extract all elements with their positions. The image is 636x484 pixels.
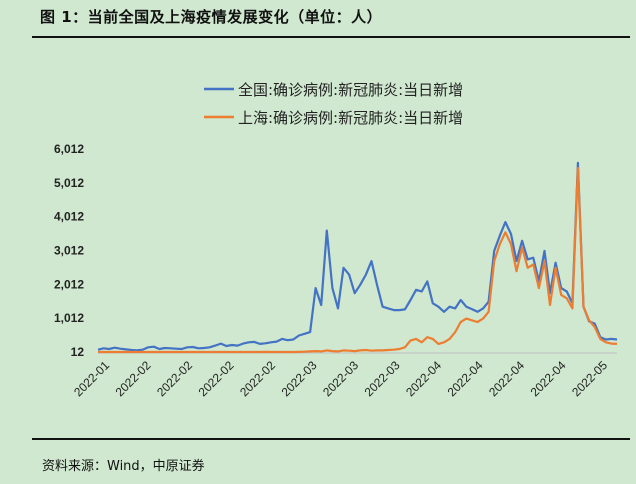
plot-area	[97, 161, 618, 354]
y-tick-label: 1,012	[54, 311, 84, 325]
x-tick-label: 2022-04	[445, 358, 486, 399]
x-tick-label: 2022-04	[403, 358, 444, 399]
legend-label-2: 上海:确诊病例:新冠肺炎:当日新增	[238, 109, 463, 127]
y-axis: 12 1,012 2,012 3,012 4,012 5,012 6,012	[54, 142, 84, 359]
y-tick-label: 12	[71, 345, 85, 359]
x-tick-label: 2022-02	[154, 358, 195, 399]
source-note: 资料来源：Wind，中原证券	[42, 459, 205, 474]
x-tick-label: 2022-05	[569, 358, 610, 399]
x-tick-label: 2022-02	[113, 358, 154, 399]
series-line-2	[98, 166, 618, 354]
x-tick-label: 2022-03	[279, 358, 320, 399]
y-tick-label: 6,012	[54, 142, 84, 156]
y-tick-label: 2,012	[54, 277, 84, 291]
top-rule	[32, 36, 630, 38]
series-line-1	[97, 161, 618, 352]
x-tick-label: 2022-02	[196, 358, 237, 399]
x-tick-label: 2022-02	[237, 358, 278, 399]
y-tick-label: 3,012	[54, 244, 84, 258]
legend-label-1: 全国:确诊病例:新冠肺炎:当日新增	[238, 81, 463, 99]
x-tick-label: 2022-03	[362, 358, 403, 399]
x-tick-label: 2022-04	[528, 358, 569, 399]
x-tick-label: 2022-03	[320, 358, 361, 399]
bottom-rule	[32, 438, 630, 440]
figure-title: 图 1：当前全国及上海疫情发展变化（单位：人）	[40, 8, 383, 26]
x-tick-label: 2022-01	[71, 358, 112, 399]
y-tick-label: 5,012	[54, 176, 84, 190]
x-tick-label: 2022-04	[486, 358, 527, 399]
x-axis: 2022-01 2022-02 2022-02 2022-02 2022-02 2022-…	[71, 352, 617, 399]
y-tick-label: 4,012	[54, 210, 84, 224]
